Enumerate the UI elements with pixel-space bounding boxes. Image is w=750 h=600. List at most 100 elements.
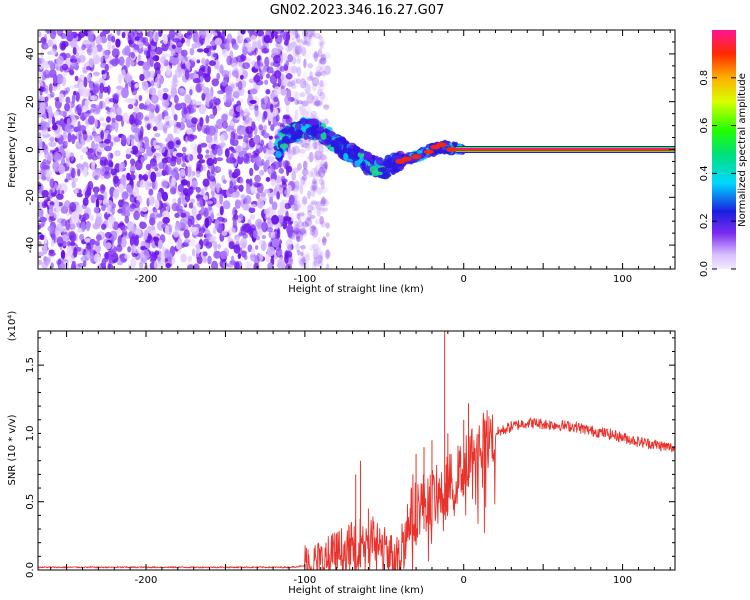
noise-speck [130, 180, 135, 189]
noise-speck [320, 40, 324, 50]
noise-speck [318, 60, 326, 70]
noise-speck [75, 131, 83, 140]
noise-speck [81, 44, 86, 51]
snr-axes: -200 -100 0 100 0.0 0.5 1.0 1.5 [25, 331, 675, 586]
noise-speck [261, 221, 268, 233]
noise-speck [133, 106, 140, 113]
noise-speck [58, 93, 65, 104]
noise-speck [201, 124, 209, 134]
noise-speck [191, 117, 198, 124]
noise-speck [154, 167, 159, 172]
noise-speck [146, 123, 151, 131]
noise-speck [71, 167, 76, 179]
noise-speck [48, 249, 55, 254]
colorbar-label: Normalized spectral amplitude [737, 73, 748, 227]
noise-speck [106, 218, 115, 230]
noise-speck [291, 56, 297, 65]
noise-speck [186, 264, 195, 269]
noise-speck [145, 163, 152, 171]
noise-speck [138, 94, 143, 102]
noise-speck [144, 213, 148, 220]
noise-speck [56, 30, 64, 37]
noise-speck [137, 30, 142, 34]
noise-speck [120, 69, 126, 79]
noise-speck [276, 191, 281, 200]
noise-speck [313, 99, 321, 106]
noise-speck [321, 70, 327, 77]
noise-speck [309, 229, 316, 236]
noise-speck [242, 203, 250, 211]
noise-speck [85, 220, 91, 232]
noise-speck [104, 242, 112, 250]
noise-speck [172, 38, 181, 43]
noise-speck [207, 65, 212, 76]
noise-speck [65, 53, 71, 59]
noise-speck [174, 67, 183, 78]
noise-speck [92, 45, 98, 55]
y-tick-label: 0.0 [25, 562, 36, 578]
noise-speck [93, 253, 101, 264]
noise-speck [154, 133, 161, 138]
noise-speck [234, 145, 242, 153]
noise-speck [51, 124, 58, 131]
noise-speck [315, 254, 324, 264]
noise-speck [130, 123, 137, 133]
noise-speck [165, 156, 172, 164]
noise-speck [274, 47, 281, 55]
noise-speck [294, 91, 300, 102]
noise-speck [213, 250, 222, 259]
signal-blob [341, 139, 346, 145]
noise-speck [170, 160, 177, 167]
noise-speck [318, 167, 325, 172]
noise-speck [150, 253, 158, 261]
noise-speck [49, 30, 57, 40]
noise-speck [256, 221, 263, 230]
noise-speck [134, 234, 140, 240]
noise-speck [38, 31, 42, 38]
noise-speck [163, 115, 172, 120]
noise-speck [137, 54, 142, 63]
noise-speck [259, 169, 265, 176]
noise-speck [217, 166, 221, 172]
noise-speck [306, 194, 311, 200]
noise-speck [280, 88, 288, 96]
noise-speck [312, 243, 319, 251]
spectrogram-plot-area [38, 30, 675, 269]
noise-speck [162, 216, 170, 224]
noise-speck [129, 165, 137, 172]
noise-speck [301, 175, 308, 181]
noise-speck [323, 161, 328, 169]
noise-speck [307, 85, 311, 94]
noise-speck [279, 46, 284, 51]
noise-speck [323, 118, 329, 125]
noise-speck [254, 174, 261, 183]
noise-speck [201, 57, 206, 66]
noise-speck [167, 133, 174, 139]
noise-speck [249, 178, 253, 187]
noise-speck [311, 260, 317, 269]
noise-speck [66, 31, 74, 42]
noise-speck [153, 260, 158, 269]
noise-speck [52, 73, 58, 85]
noise-speck [109, 141, 114, 148]
noise-speck [293, 180, 302, 191]
noise-speck [47, 225, 54, 233]
noise-speck [292, 224, 301, 234]
signal-blob [279, 143, 289, 150]
noise-speck [300, 231, 308, 238]
noise-speck [147, 103, 156, 112]
noise-speck [128, 134, 135, 140]
noise-speck [301, 100, 309, 107]
noise-speck [69, 113, 76, 122]
noise-speck [306, 213, 313, 220]
noise-speck [319, 160, 326, 169]
noise-speck [313, 207, 320, 215]
x-tick-label: -100 [294, 575, 317, 586]
signal-blob [360, 162, 365, 167]
noise-speck [230, 121, 235, 127]
noise-speck [227, 157, 234, 164]
noise-speck [130, 79, 135, 86]
noise-speck [293, 200, 301, 212]
signal-peak [436, 142, 447, 148]
